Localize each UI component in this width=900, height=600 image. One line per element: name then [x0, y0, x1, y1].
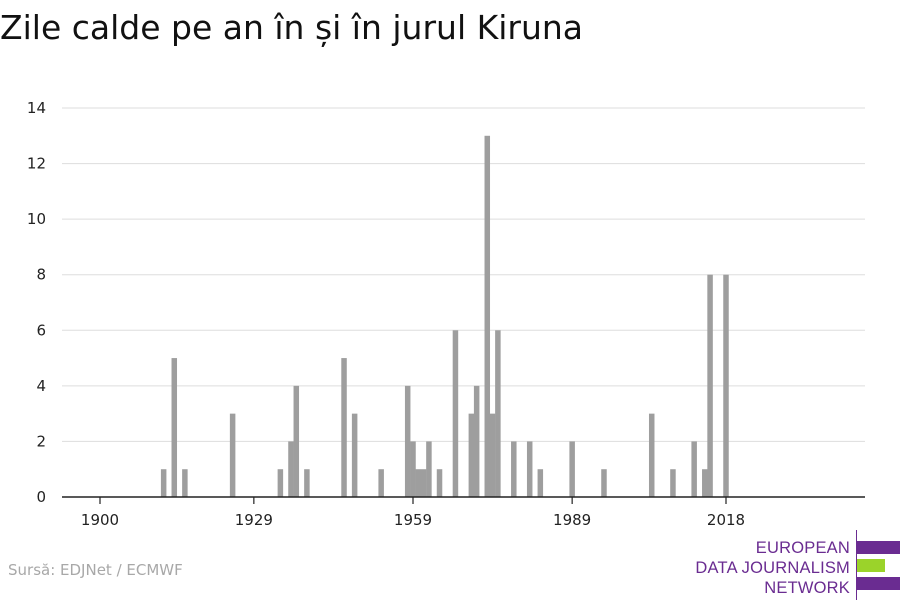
x-axis — [62, 496, 865, 504]
bar-1978 — [511, 441, 517, 497]
bar-1960 — [415, 469, 422, 497]
edjnet-logo: EUROPEAN DATA JOURNALISM NETWORK — [695, 530, 900, 600]
logo-line-1: EUROPEAN — [755, 539, 850, 557]
source-note: Sursă: EDJNet / ECMWF — [8, 561, 183, 579]
y-tick-label-10: 10 — [27, 210, 46, 228]
x-tick-label-1959: 1959 — [394, 511, 432, 529]
y-tick-label-2: 2 — [36, 432, 46, 450]
chart-title: Zile calde pe an în și în jurul Kiruna — [0, 8, 584, 47]
x-tick-label-1989: 1989 — [553, 511, 591, 529]
x-tick-label-1900: 1900 — [81, 511, 119, 529]
bar-1959 — [410, 441, 416, 497]
logo-divider — [856, 530, 857, 600]
bar-1971 — [473, 385, 480, 497]
y-tick-label-12: 12 — [27, 155, 46, 173]
logo-line-3: NETWORK — [764, 579, 850, 597]
bar-2008 — [670, 469, 676, 497]
bar-1958 — [404, 385, 411, 497]
bar-1925 — [229, 413, 236, 497]
bar-1974 — [489, 413, 496, 497]
y-tick-label-14: 14 — [27, 99, 46, 117]
x-tick-label-1929: 1929 — [235, 511, 273, 529]
logo-bar-green — [857, 559, 885, 572]
bar-1995 — [601, 469, 607, 497]
bar-1939 — [304, 469, 310, 497]
grid-lines — [62, 107, 865, 442]
bar-1989 — [569, 441, 575, 497]
x-axis-labels: 1900 1929 1959 1989 2018 — [81, 511, 745, 529]
logo-bar-purple-top — [857, 541, 900, 554]
bar-2012 — [691, 441, 697, 497]
bar-1975 — [495, 330, 501, 497]
bar-2004 — [648, 413, 655, 497]
bar-1946 — [341, 358, 347, 497]
x-tick-label-2018: 2018 — [707, 511, 745, 529]
bar-1967 — [452, 330, 459, 497]
logo-text: EUROPEAN DATA JOURNALISM NETWORK — [695, 538, 850, 598]
bar-2015 — [707, 274, 713, 497]
bar-1916 — [182, 469, 188, 497]
y-tick-label-4: 4 — [36, 377, 46, 395]
y-axis-labels: 0 2 4 6 8 10 12 14 — [27, 99, 46, 506]
bar-2018 — [723, 274, 729, 497]
y-tick-label-6: 6 — [36, 321, 46, 339]
bar-1961 — [420, 469, 427, 497]
logo-bar-purple-bottom — [857, 577, 900, 590]
bar-1914 — [171, 358, 178, 497]
logo-line-2: DATA JOURNALISM — [695, 559, 850, 577]
bar-1973 — [484, 135, 491, 498]
bar-1981 — [526, 441, 533, 497]
bar-1983 — [537, 469, 544, 497]
bar-1953 — [378, 469, 384, 497]
bar-chart: 0 2 4 6 8 10 12 14 1900 1929 1959 1989 2018 — [27, 99, 865, 529]
bar-1964 — [436, 469, 443, 497]
bar-1934 — [277, 469, 284, 497]
y-tick-label-0: 0 — [36, 488, 46, 506]
bar-1948 — [351, 413, 358, 497]
bars — [160, 135, 729, 498]
bar-1962 — [426, 441, 432, 497]
bar-1912 — [160, 469, 167, 497]
bar-1970 — [468, 413, 475, 497]
bar-1937 — [293, 385, 300, 497]
bar-1936 — [288, 441, 294, 497]
y-tick-label-8: 8 — [36, 266, 46, 284]
bar-2014 — [702, 469, 708, 497]
